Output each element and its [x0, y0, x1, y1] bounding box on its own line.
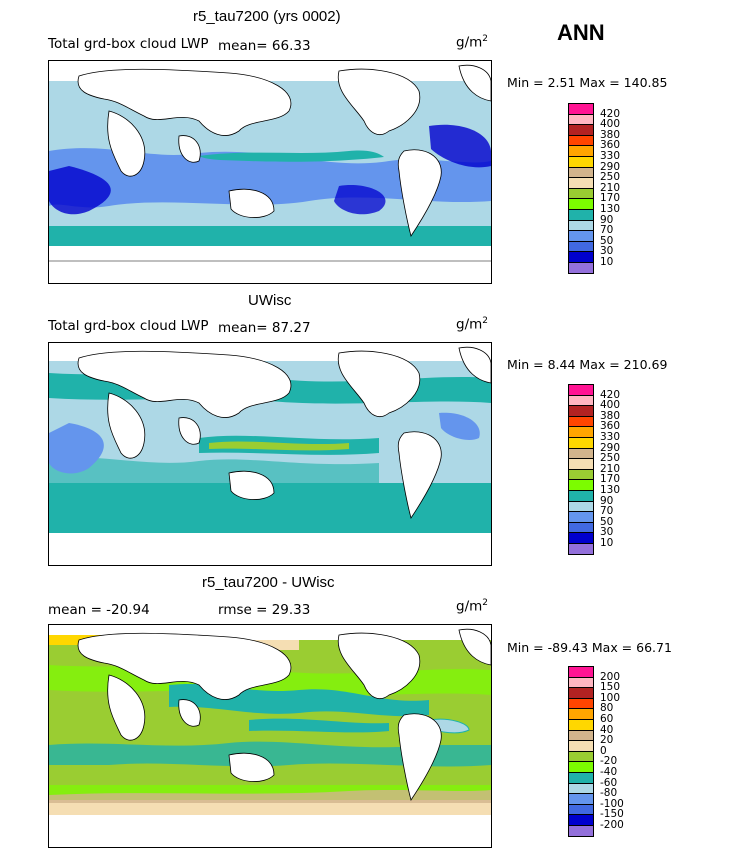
panel2-minmax: Min = 8.44 Max = 210.69: [507, 357, 668, 372]
legend-label: 250: [600, 452, 621, 465]
legend-label: -20: [600, 755, 618, 768]
legend-label: 420: [600, 107, 621, 120]
panel1-mean: mean= 66.33: [218, 38, 311, 54]
panel3-title: r5_tau7200 - UWisc: [202, 574, 335, 591]
panel1-legend: 420 400 380 360 330 290 250 210 170 130 90 70 50 30 10: [568, 103, 668, 274]
legend-swatch: [568, 543, 594, 555]
legend-label: 50: [600, 234, 614, 247]
legend-label: 60: [600, 713, 614, 725]
legend-label: 170: [600, 473, 621, 486]
legend-label: -80: [600, 787, 618, 800]
panel2-title: UWisc: [248, 292, 292, 309]
legend-label: 0: [600, 744, 607, 757]
legend-label: 20: [600, 734, 614, 747]
panel3-map: [48, 624, 492, 848]
panel3-units: g/m2: [456, 598, 489, 615]
season-label: ANN: [557, 20, 605, 45]
legend-label: 130: [600, 203, 621, 215]
legend-label: 400: [600, 399, 621, 412]
legend-label: 290: [600, 160, 621, 173]
legend-label: 400: [600, 118, 621, 131]
legend-label: 250: [600, 171, 621, 184]
panel2-units: g/m2: [456, 316, 489, 333]
legend-label: 210: [600, 462, 621, 475]
panel2-map: [48, 342, 492, 566]
legend-label: 290: [600, 441, 621, 454]
legend-label: 40: [600, 723, 614, 736]
legend-label: -60: [600, 776, 618, 789]
legend-label: -40: [600, 766, 618, 778]
legend-label: 330: [600, 150, 621, 162]
legend-label: -100: [600, 797, 624, 810]
legend-swatch: [568, 262, 594, 274]
legend-label: 360: [600, 420, 621, 433]
legend-label: 330: [600, 431, 621, 443]
panel1-minmax: Min = 2.51 Max = 140.85: [507, 75, 668, 90]
panel3-rmse: rmse = 29.33: [218, 602, 311, 618]
legend-label: 420: [600, 388, 621, 401]
legend-label: 100: [600, 691, 621, 704]
legend-label: 210: [600, 181, 621, 194]
panel2-mean: mean= 87.27: [218, 320, 311, 336]
legend-label: 170: [600, 192, 621, 205]
panel1-units: g/m2: [456, 34, 489, 51]
legend-label: 70: [600, 505, 614, 518]
panel3-legend: 200 150 100 80 60 40 20 0 -20 -40 -60 -80 -100 -150 -2…: [568, 666, 668, 841]
panel2-variable: Total grd-box cloud LWP: [48, 318, 209, 334]
legend-label: 360: [600, 139, 621, 152]
legend-label: 90: [600, 494, 614, 507]
legend-label: 90: [600, 213, 614, 226]
legend-label: 70: [600, 224, 614, 237]
legend-label: 150: [600, 681, 621, 694]
legend-label: 200: [600, 670, 621, 683]
legend-label: -150: [600, 808, 624, 821]
legend-label: 380: [600, 409, 621, 422]
legend-label: 50: [600, 515, 614, 528]
legend-label: 380: [600, 128, 621, 141]
legend-label: -200: [600, 819, 624, 831]
legend-label: 30: [600, 245, 614, 258]
legend-swatch: [568, 825, 594, 837]
legend-label: 30: [600, 526, 614, 539]
legend-label: 130: [600, 484, 621, 496]
legend-label: 10: [600, 537, 614, 549]
legend-label: 10: [600, 256, 614, 268]
panel3-minmax: Min = -89.43 Max = 66.71: [507, 640, 672, 655]
legend-label: 80: [600, 702, 614, 715]
panel1-map: [48, 60, 492, 284]
panel1-title: r5_tau7200 (yrs 0002): [193, 8, 341, 25]
panel3-mean: mean = -20.94: [48, 602, 150, 618]
panel1-variable: Total grd-box cloud LWP: [48, 36, 209, 52]
panel2-legend: 420 400 380 360 330 290 250 210 170 130 90 70 50 30 10: [568, 384, 668, 555]
